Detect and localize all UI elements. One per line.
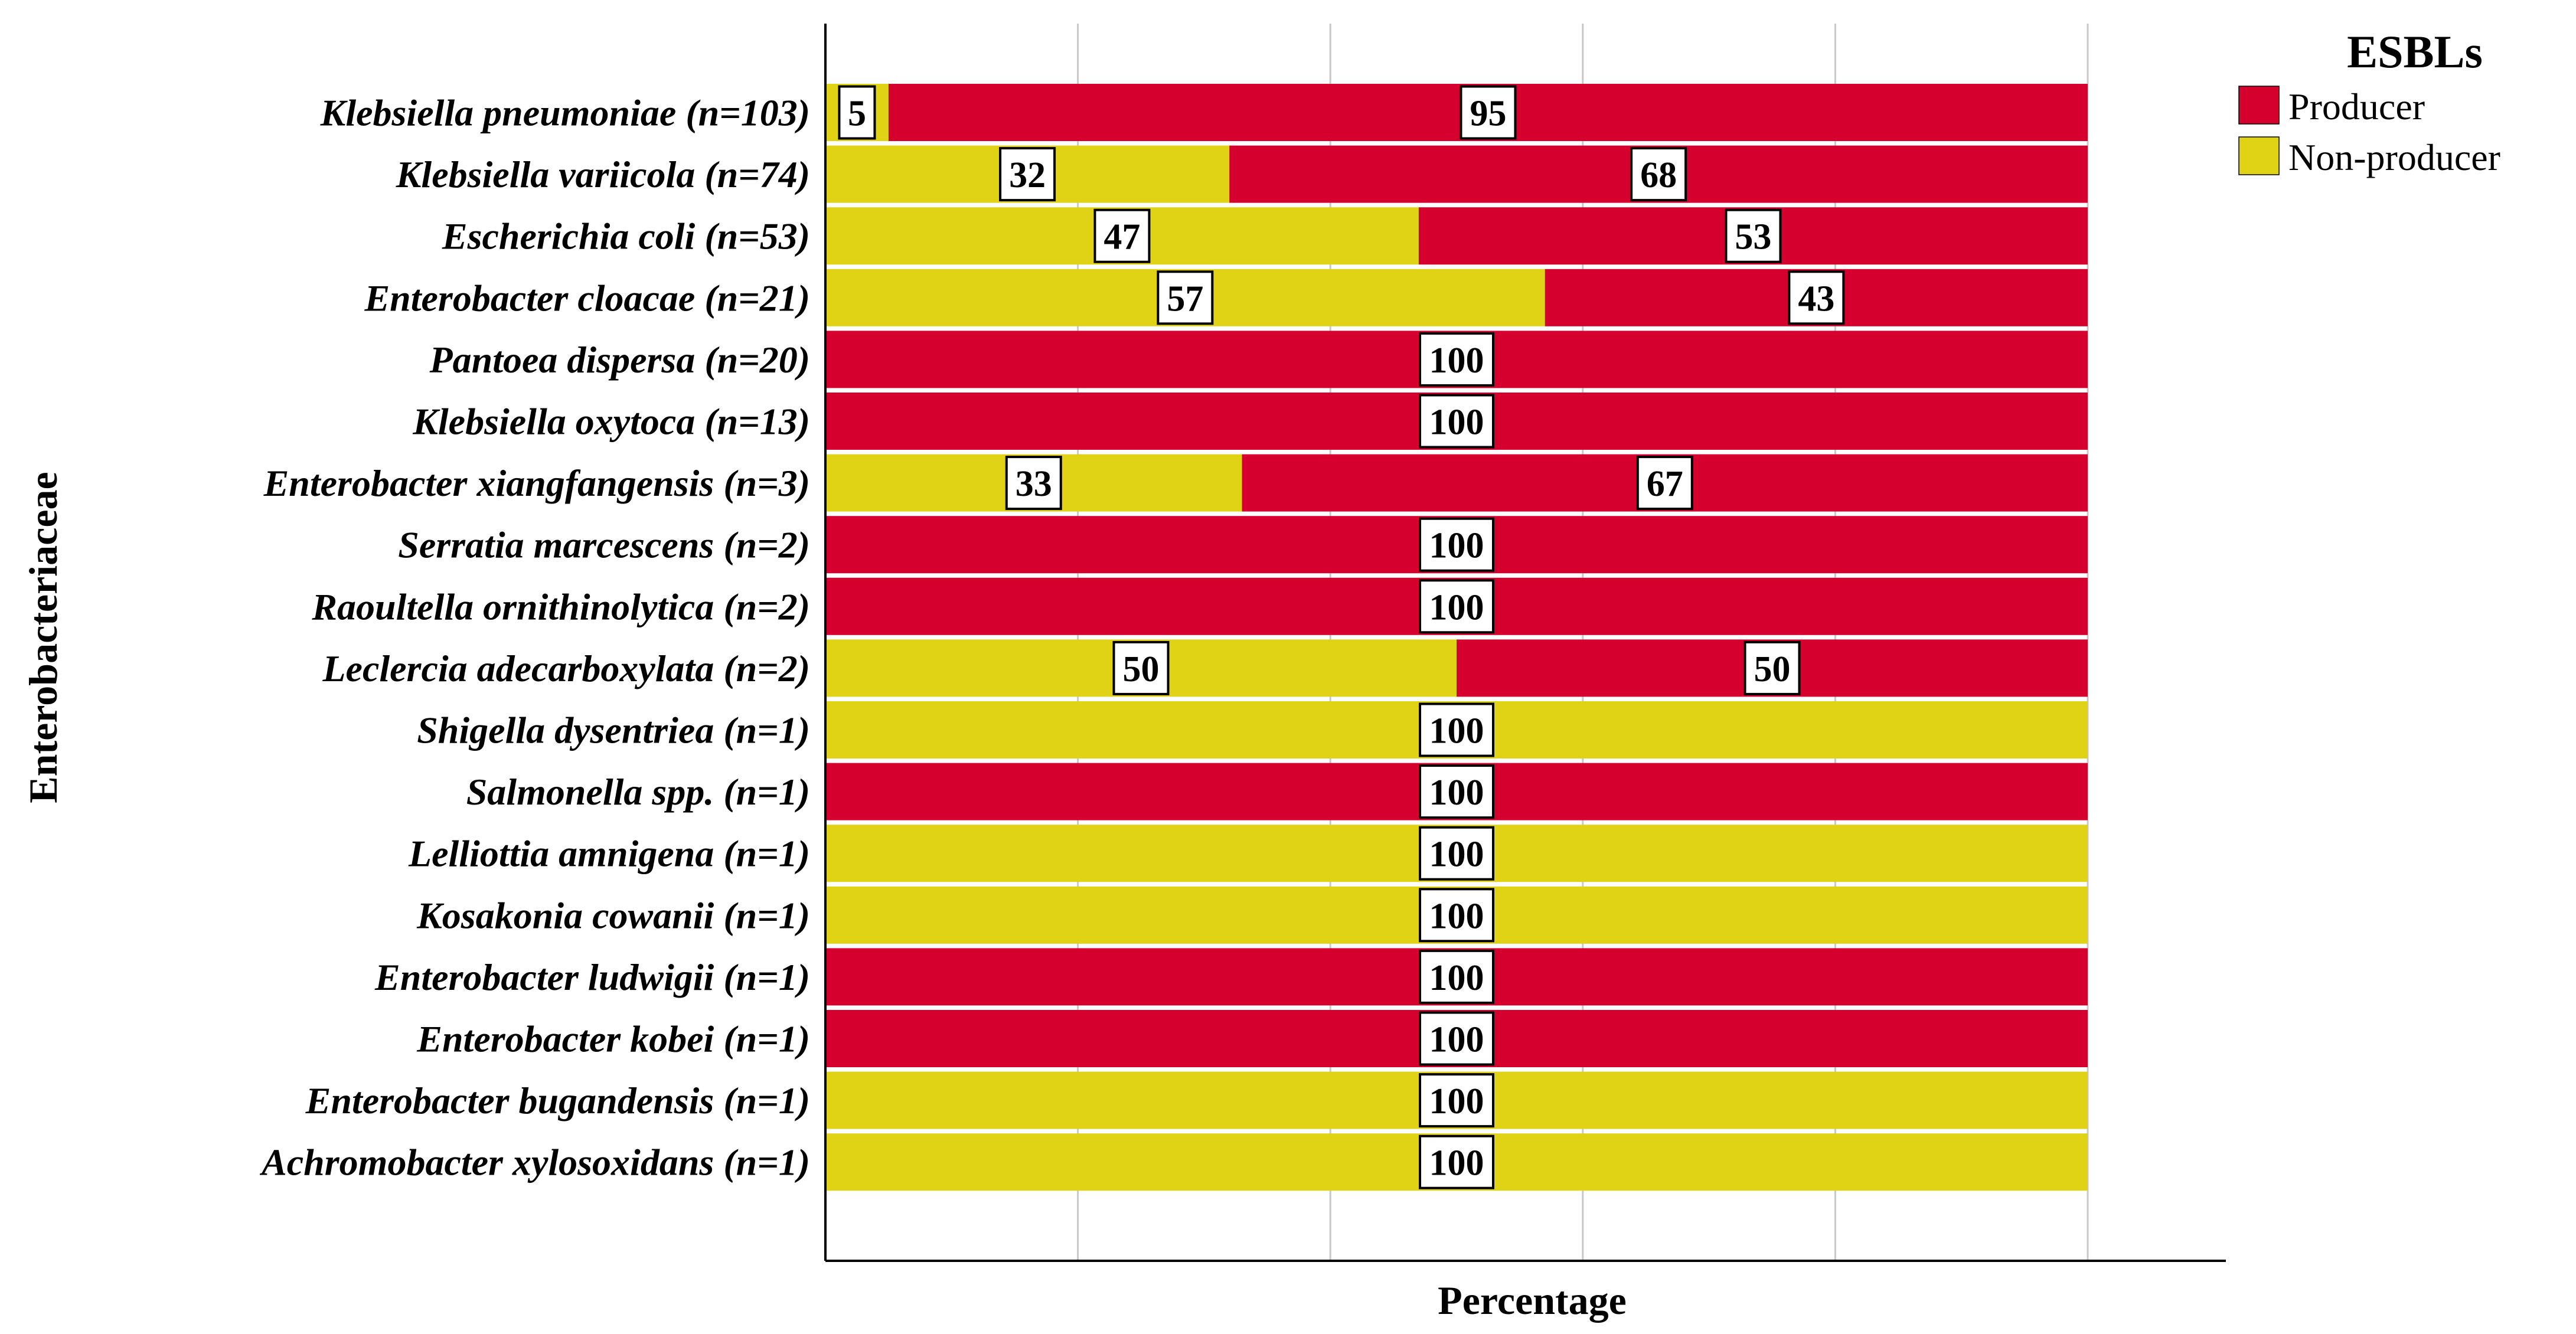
category-label-12: Lelliottia amnigena (n=1) [408, 833, 810, 875]
label-non-producer-0-box [838, 85, 876, 140]
label-non-producer-1: 32 [1009, 155, 1046, 195]
label-producer-9-box [1744, 640, 1801, 695]
category-label-7: Serratia marcescens (n=2) [398, 524, 810, 566]
label-producer-14: 100 [1429, 958, 1484, 998]
axes [824, 24, 2226, 1262]
label-producer-5-box [1419, 394, 1494, 449]
category-label-2: Escherichia coli (n=53) [442, 215, 810, 257]
label-producer-7: 100 [1429, 526, 1484, 566]
x-axis-title: Percentage [1438, 1278, 1627, 1323]
label-producer-1: 68 [1640, 155, 1677, 195]
label-producer-0: 95 [1470, 94, 1506, 134]
label-producer-0-box [1460, 85, 1517, 140]
label-non-producer-13: 100 [1429, 896, 1484, 936]
category-label-1: Klebsiella variicola (n=74) [396, 153, 810, 195]
category-label-3: Enterobacter cloacae (n=21) [364, 277, 810, 319]
label-non-producer-10-box [1419, 702, 1494, 757]
label-non-producer-17-box [1419, 1134, 1494, 1189]
label-producer-8-box [1419, 579, 1494, 634]
label-non-producer-2: 47 [1103, 217, 1140, 257]
category-label-15: Enterobacter kobei (n=1) [416, 1018, 810, 1060]
data-labels: 5 95 32 68 47 53 57 43 100 100 33 67 100 100 50 50 100 10… [838, 85, 1845, 1189]
label-producer-1-box [1630, 147, 1687, 202]
label-producer-11: 100 [1429, 773, 1484, 813]
legend: ESBLs Producer Non-producer [2238, 26, 2500, 178]
label-non-producer-1-box [999, 147, 1056, 202]
category-labels: Klebsiella pneumoniae (n=103) Klebsiella … [259, 92, 810, 1183]
label-producer-6: 67 [1647, 464, 1683, 504]
category-label-4: Pantoea dispersa (n=20) [429, 339, 810, 381]
label-non-producer-6: 33 [1016, 464, 1052, 504]
category-label-14: Enterobacter ludwigii (n=1) [374, 956, 810, 998]
label-producer-15-box [1419, 1011, 1494, 1066]
label-producer-8: 100 [1429, 587, 1484, 627]
category-label-17: Achromobacter xylosoxidans (n=1) [259, 1142, 810, 1183]
label-producer-15: 100 [1429, 1020, 1484, 1060]
category-label-16: Enterobacter bugandensis (n=1) [305, 1080, 810, 1122]
label-non-producer-16-box [1419, 1073, 1494, 1128]
label-non-producer-2-box [1093, 208, 1151, 263]
label-producer-9: 50 [1754, 649, 1791, 689]
legend-label-non-producer: Non-producer [2288, 136, 2500, 178]
label-producer-3: 43 [1798, 279, 1834, 319]
label-producer-4-box [1419, 332, 1494, 387]
label-producer-7-box [1419, 517, 1494, 572]
label-non-producer-9-box [1112, 640, 1170, 695]
label-non-producer-6-box [1005, 456, 1062, 511]
label-non-producer-13-box [1419, 888, 1494, 943]
label-non-producer-12: 100 [1429, 835, 1484, 875]
label-producer-2: 53 [1735, 217, 1771, 257]
category-label-13: Kosakonia cowanii (n=1) [416, 894, 810, 936]
label-producer-5: 100 [1429, 403, 1484, 443]
y-axis-title: Enterobacteriaceae [21, 472, 66, 803]
category-label-8: Raoultella ornithinolytica (n=2) [311, 586, 810, 627]
category-label-9: Leclercia adecarboxylata (n=2) [322, 648, 810, 689]
category-label-10: Shigella dysentriea (n=1) [417, 709, 810, 751]
label-producer-4: 100 [1429, 341, 1484, 381]
legend-label-producer: Producer [2288, 86, 2425, 127]
label-non-producer-3: 57 [1167, 279, 1203, 319]
legend-swatch-non-producer [2238, 136, 2280, 175]
legend-title: ESBLs [2347, 26, 2483, 77]
label-non-producer-0: 5 [848, 94, 866, 134]
legend-swatch-producer [2238, 86, 2280, 125]
label-non-producer-17: 100 [1429, 1143, 1484, 1183]
label-non-producer-9: 50 [1123, 649, 1160, 689]
category-label-5: Klebsiella oxytoca (n=13) [412, 401, 810, 443]
label-producer-2-box [1725, 208, 1782, 263]
label-producer-11-box [1419, 764, 1494, 819]
label-producer-6-box [1636, 456, 1693, 511]
label-producer-3-box [1788, 270, 1845, 325]
category-label-0: Klebsiella pneumoniae (n=103) [320, 92, 810, 134]
label-non-producer-3-box [1157, 270, 1214, 325]
label-producer-14-box [1419, 949, 1494, 1004]
category-label-6: Enterobacter xiangfangensis (n=3) [263, 462, 810, 504]
label-non-producer-10: 100 [1429, 711, 1484, 751]
label-non-producer-12-box [1419, 826, 1494, 881]
label-non-producer-16: 100 [1429, 1081, 1484, 1122]
category-label-11: Salmonella spp. (n=1) [466, 771, 810, 813]
